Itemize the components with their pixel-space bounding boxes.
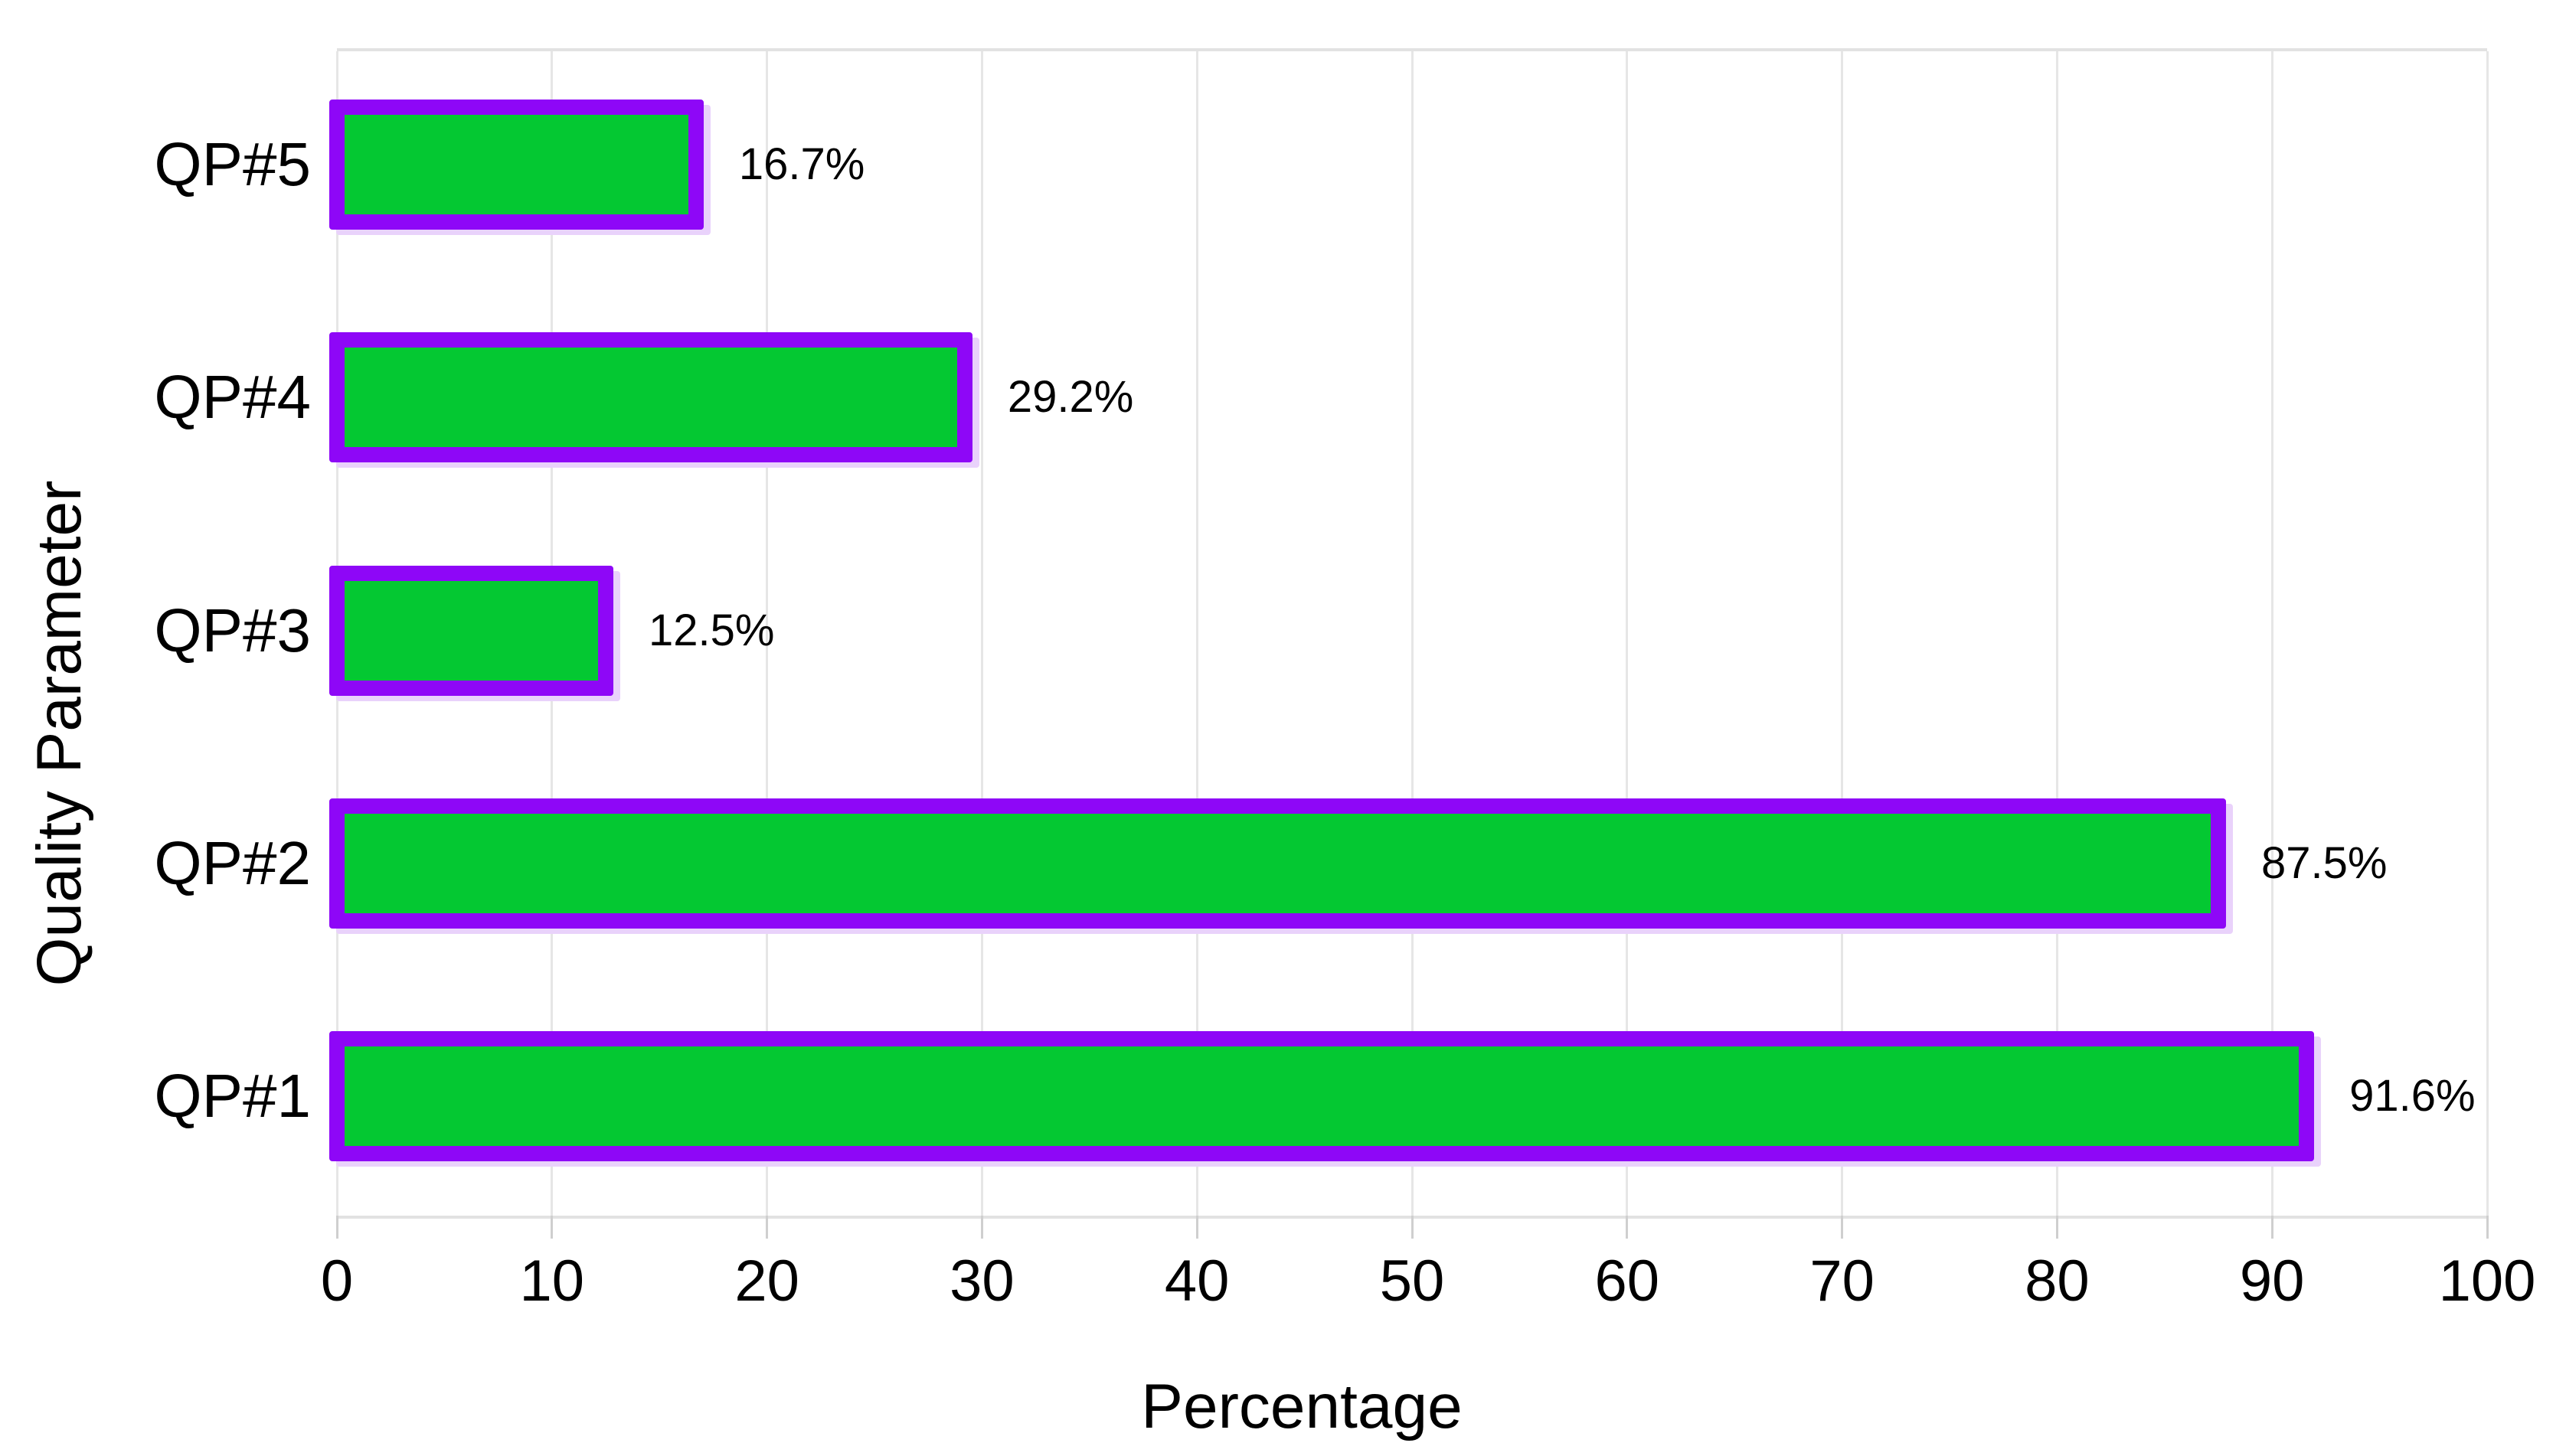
x-axis-tick: [2055, 1216, 2058, 1239]
x-axis-tick: [1410, 1216, 1414, 1239]
y-axis-title: Quality Parameter: [24, 480, 94, 987]
x-axis-tick: [766, 1216, 769, 1239]
x-axis-tick-label: 60: [1594, 1249, 1660, 1314]
x-axis-tick-label: 80: [2025, 1249, 2090, 1314]
x-axis-tick-label: 0: [320, 1249, 354, 1314]
category-label-qp1: QP#1: [154, 1061, 311, 1130]
bar-value-label: 87.5%: [2261, 837, 2388, 888]
x-axis-tick: [980, 1216, 983, 1239]
bar-qp4: [329, 332, 972, 463]
x-axis-tick: [335, 1216, 338, 1239]
gridline: [2270, 51, 2273, 1216]
category-label-qp2: QP#2: [154, 828, 311, 897]
gridline: [2486, 51, 2489, 1216]
x-axis-tick: [1626, 1216, 1629, 1239]
category-label-qp4: QP#4: [154, 363, 311, 432]
gridline: [1841, 51, 1844, 1216]
gridline: [2055, 51, 2058, 1216]
x-axis-tick-label: 70: [1809, 1249, 1875, 1314]
x-axis-tick-label: 100: [2438, 1249, 2536, 1314]
gridline: [1410, 51, 1414, 1216]
gridline: [766, 51, 769, 1216]
x-axis-tick: [551, 1216, 554, 1239]
bar-qp1: [329, 1030, 2315, 1161]
bar-value-label: 12.5%: [649, 605, 775, 655]
bar-value-label: 91.6%: [2349, 1070, 2476, 1121]
x-axis-tick-label: 50: [1379, 1249, 1445, 1314]
x-axis-tick-label: 30: [950, 1249, 1015, 1314]
category-label-qp3: QP#3: [154, 596, 311, 664]
gridline: [1195, 51, 1198, 1216]
category-label-qp5: QP#5: [154, 130, 311, 199]
gridline: [980, 51, 983, 1216]
x-axis-tick: [2486, 1216, 2489, 1239]
x-axis-tick: [1841, 1216, 1844, 1239]
x-axis-tick-label: 20: [734, 1249, 799, 1314]
bar-value-label: 16.7%: [738, 139, 865, 190]
x-axis-tick-label: 10: [519, 1249, 585, 1314]
x-axis-tick: [2270, 1216, 2273, 1239]
x-axis-tick-label: 90: [2239, 1249, 2305, 1314]
x-axis-tick: [1195, 1216, 1198, 1239]
bar-qp3: [329, 565, 613, 696]
gridline: [1626, 51, 1629, 1216]
bar-qp2: [329, 798, 2226, 929]
bar-qp5: [329, 100, 704, 230]
x-axis-title: Percentage: [1141, 1372, 1463, 1441]
bar-value-label: 29.2%: [1007, 372, 1134, 423]
x-axis-tick-label: 40: [1164, 1249, 1230, 1314]
